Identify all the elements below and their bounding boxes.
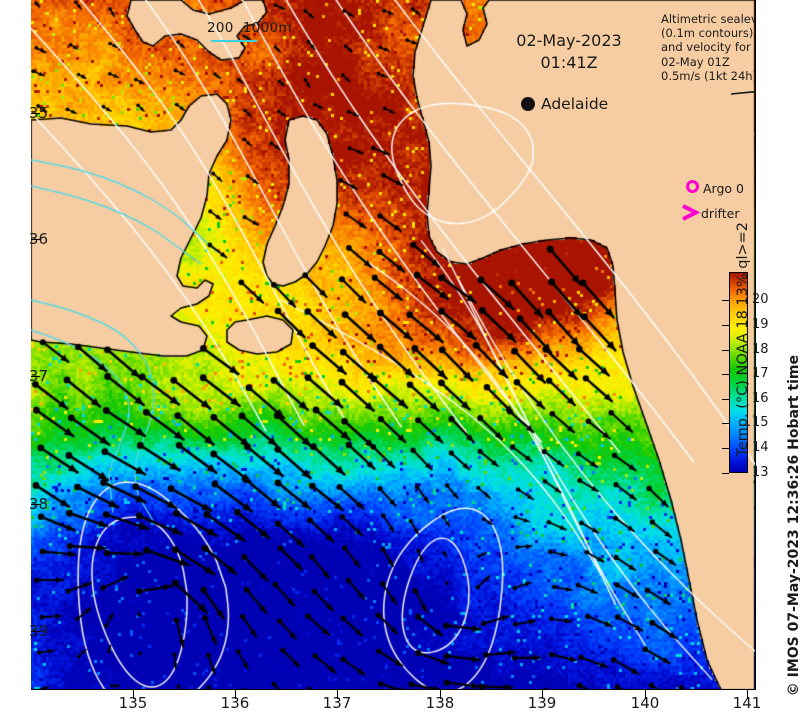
colorbar-tick-label: 16	[752, 391, 769, 406]
colorbar-tick-label: 20	[752, 292, 769, 307]
drifter-marker-icon	[682, 204, 701, 221]
colorbar-tick-mark	[722, 350, 729, 351]
x-axis-tick-label: 136	[220, 694, 250, 712]
colorbar-tick-mark	[722, 399, 729, 400]
y-axis-tick-mark	[31, 631, 40, 632]
contour-and-vector-layer	[31, 0, 755, 690]
x-axis-tick-label: 141	[732, 694, 762, 712]
y-axis-tick-mark	[31, 113, 40, 114]
altimetry-legend-text: Altimetric sealevel (0.1m contours) and …	[661, 12, 756, 83]
y-axis-tick-label: 35	[28, 104, 48, 122]
y-axis-tick-label: 39	[28, 622, 48, 640]
colorbar-tick-label: 15	[752, 415, 769, 430]
x-axis-tick-mark	[542, 690, 543, 699]
colorbar-tick-mark	[722, 325, 729, 326]
x-axis-tick-mark	[337, 690, 338, 699]
colorbar-tick-mark	[722, 374, 729, 375]
timestamp-time: 01:41Z	[540, 53, 598, 72]
drifter-legend-label: drifter	[701, 206, 740, 221]
adelaide-marker-dot	[521, 97, 535, 111]
x-axis-tick-label: 135	[118, 694, 148, 712]
map-plot-area[interactable]: 200 1000m 02-May-2023 01:41Z Altimetric s…	[31, 0, 756, 690]
y-axis-tick-mark	[31, 239, 40, 240]
colorbar-tick-mark	[722, 473, 729, 474]
colorbar-tick-mark	[722, 423, 729, 424]
x-axis-tick-mark	[235, 690, 236, 699]
colorbar-tick-label: 18	[752, 342, 769, 357]
colorbar-tick-label: 14	[752, 440, 769, 455]
colorbar-tick-label: 19	[752, 317, 769, 332]
timestamp-line1: 02-May-2023 01:41Z	[509, 30, 629, 74]
timestamp-date: 02-May-2023	[516, 31, 622, 50]
colorbar-label: Temp. (°C) NOAA 18 13% ql>=2	[735, 222, 751, 457]
colorbar-tick-label: 13	[752, 465, 769, 480]
x-axis-tick-mark	[440, 690, 441, 699]
y-axis-tick-label: 38	[28, 495, 48, 513]
x-axis-tick-mark	[747, 690, 748, 699]
y-axis-tick-mark	[31, 376, 40, 377]
bathymetry-scale-rule	[211, 40, 257, 42]
y-axis-tick-label: 36	[28, 230, 48, 248]
colorbar-tick-label: 17	[752, 366, 769, 381]
colorbar-tick-mark	[722, 300, 729, 301]
y-axis-tick-mark	[31, 504, 40, 505]
adelaide-label: Adelaide	[541, 95, 609, 113]
x-axis-tick-mark	[133, 690, 134, 699]
credit-text: © IMOS 07-May-2023 12:36:26 Hobart time	[786, 355, 800, 696]
velocity-reference-arrow	[731, 90, 755, 95]
x-axis-tick-label: 140	[630, 694, 660, 712]
argo-marker-icon	[686, 180, 699, 193]
x-axis-tick-label: 138	[425, 694, 455, 712]
y-axis-tick-label: 37	[28, 367, 48, 385]
argo-legend-label: Argo 0	[703, 181, 744, 196]
colorbar	[729, 272, 748, 473]
x-axis-tick-label: 139	[527, 694, 557, 712]
bathymetry-scale-label: 200 1000m	[207, 20, 292, 36]
colorbar-tick-mark	[722, 448, 729, 449]
x-axis-tick-mark	[645, 690, 646, 699]
x-axis-tick-label: 137	[322, 694, 352, 712]
